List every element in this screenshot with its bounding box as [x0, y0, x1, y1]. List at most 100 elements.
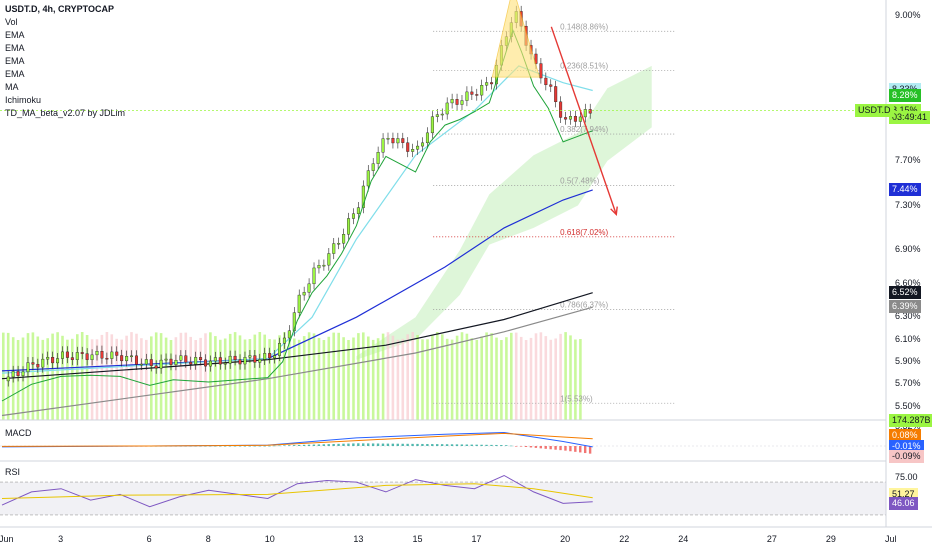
volume-bar — [130, 332, 133, 420]
volume-bar — [297, 339, 301, 420]
volume-bar — [194, 340, 197, 420]
candle-body — [85, 353, 89, 360]
macd-histogram-bar — [436, 444, 439, 446]
volume-bar — [401, 338, 405, 420]
volume-bar — [164, 337, 168, 420]
indicator-ema-2[interactable]: EMA — [5, 43, 25, 53]
time-axis-label: 29 — [825, 534, 836, 544]
candle-body — [243, 357, 247, 365]
macd-histogram-bar — [396, 443, 399, 446]
moving-averages — [1, 65, 593, 417]
ema-line — [1, 292, 593, 380]
candle-body — [26, 362, 30, 373]
indicator-ema-1[interactable]: EMA — [5, 30, 25, 40]
volume-bar — [396, 339, 400, 420]
macd-histogram-bar — [510, 445, 513, 447]
volume-bar — [490, 333, 493, 420]
volume-bar — [554, 338, 557, 420]
volume-bars — [2, 332, 582, 420]
price-badge: 6.52% — [889, 285, 921, 299]
candle-body — [381, 138, 385, 153]
volume-bar — [480, 336, 483, 420]
volume-bar — [238, 335, 242, 420]
volume-bar — [228, 333, 232, 420]
volume-bar — [174, 337, 178, 420]
macd-histogram-bar — [386, 443, 390, 446]
volume-bar — [71, 338, 74, 420]
price-axis-label: 6.30% — [895, 311, 921, 322]
candle-body — [159, 359, 163, 369]
macd-histogram-bar — [228, 445, 232, 447]
candle-body — [317, 265, 321, 269]
volume-bar — [90, 339, 94, 420]
macd-badge: -0.09% — [889, 450, 924, 464]
macd-histogram-bar — [569, 446, 572, 452]
rsi-badge: 46.06 — [889, 496, 918, 510]
candle-body — [204, 359, 208, 367]
price-badge: 6.39% — [889, 300, 921, 314]
macd-histogram-bar — [495, 444, 498, 446]
chart-title[interactable]: USDT.D, 4h, CRYPTOCAP — [5, 4, 115, 14]
macd-histogram-bar — [253, 445, 256, 447]
volume-bar — [391, 335, 395, 420]
indicator-td-ma[interactable]: TD_MA_beta_v2.07 by JDLim — [5, 108, 126, 118]
volume-bar — [258, 332, 262, 420]
candle-body — [583, 109, 587, 118]
price-badge: 8.28% — [889, 89, 921, 103]
indicator-ichimoku[interactable]: Ichimoku — [5, 95, 42, 105]
candle-body — [337, 242, 341, 245]
volume-bar — [85, 335, 89, 420]
macd-badge: 0.08% — [889, 428, 921, 442]
volume-bar — [460, 332, 464, 420]
indicator-vol[interactable]: Vol — [5, 17, 18, 27]
macd-histogram-bar — [209, 445, 212, 447]
macd-histogram-bar — [505, 445, 508, 446]
axes — [0, 0, 932, 528]
indicator-ema-3[interactable]: EMA — [5, 56, 25, 66]
volume-bar — [150, 336, 153, 420]
volume-bar — [564, 332, 567, 420]
macd-histogram-bar — [460, 444, 464, 446]
candle-body — [416, 145, 420, 150]
candle-body — [578, 116, 582, 122]
price-badge: 03:49:41 — [889, 111, 931, 125]
volume-bar — [337, 332, 340, 420]
macd-histogram-bar — [376, 443, 380, 446]
candle-body — [297, 294, 301, 313]
volume-bar — [2, 332, 5, 420]
candle-body — [223, 363, 227, 365]
indicator-ma[interactable]: MA — [5, 82, 19, 92]
time-axis-label: 22 — [619, 534, 630, 544]
volume-bar — [574, 339, 577, 420]
macd-pane-label[interactable]: MACD — [5, 428, 32, 438]
candle-body — [80, 352, 84, 354]
volume-bar — [579, 339, 582, 420]
time-axis-label: 17 — [471, 534, 482, 544]
time-axis-label: 15 — [412, 534, 423, 544]
volume-bar — [514, 332, 518, 420]
macd-histogram-bar — [440, 444, 444, 446]
candle-body — [65, 351, 69, 358]
candle-body — [41, 358, 45, 368]
macd-histogram-bar — [332, 443, 335, 446]
volume-bar — [539, 332, 543, 420]
candle-body — [539, 63, 543, 79]
volume-bar — [569, 335, 572, 420]
rsi-pane-label[interactable]: RSI — [5, 467, 21, 477]
candle-body — [406, 142, 410, 152]
macd-histogram-bar — [337, 443, 340, 446]
indicator-ema-4[interactable]: EMA — [5, 69, 25, 79]
macd-histogram-bar — [564, 446, 567, 451]
candle-body — [31, 362, 35, 365]
candle-body — [302, 292, 306, 296]
candle-body — [139, 363, 143, 366]
volume-bar — [51, 333, 54, 420]
candle-body — [391, 138, 395, 144]
candle-body — [21, 371, 25, 376]
macd-histogram-bar — [426, 444, 429, 446]
candle-body — [470, 91, 474, 95]
macd-histogram-bar — [579, 446, 582, 453]
volume-bar — [120, 339, 123, 420]
fib-level-label: 0.236(8.51%) — [560, 61, 608, 70]
